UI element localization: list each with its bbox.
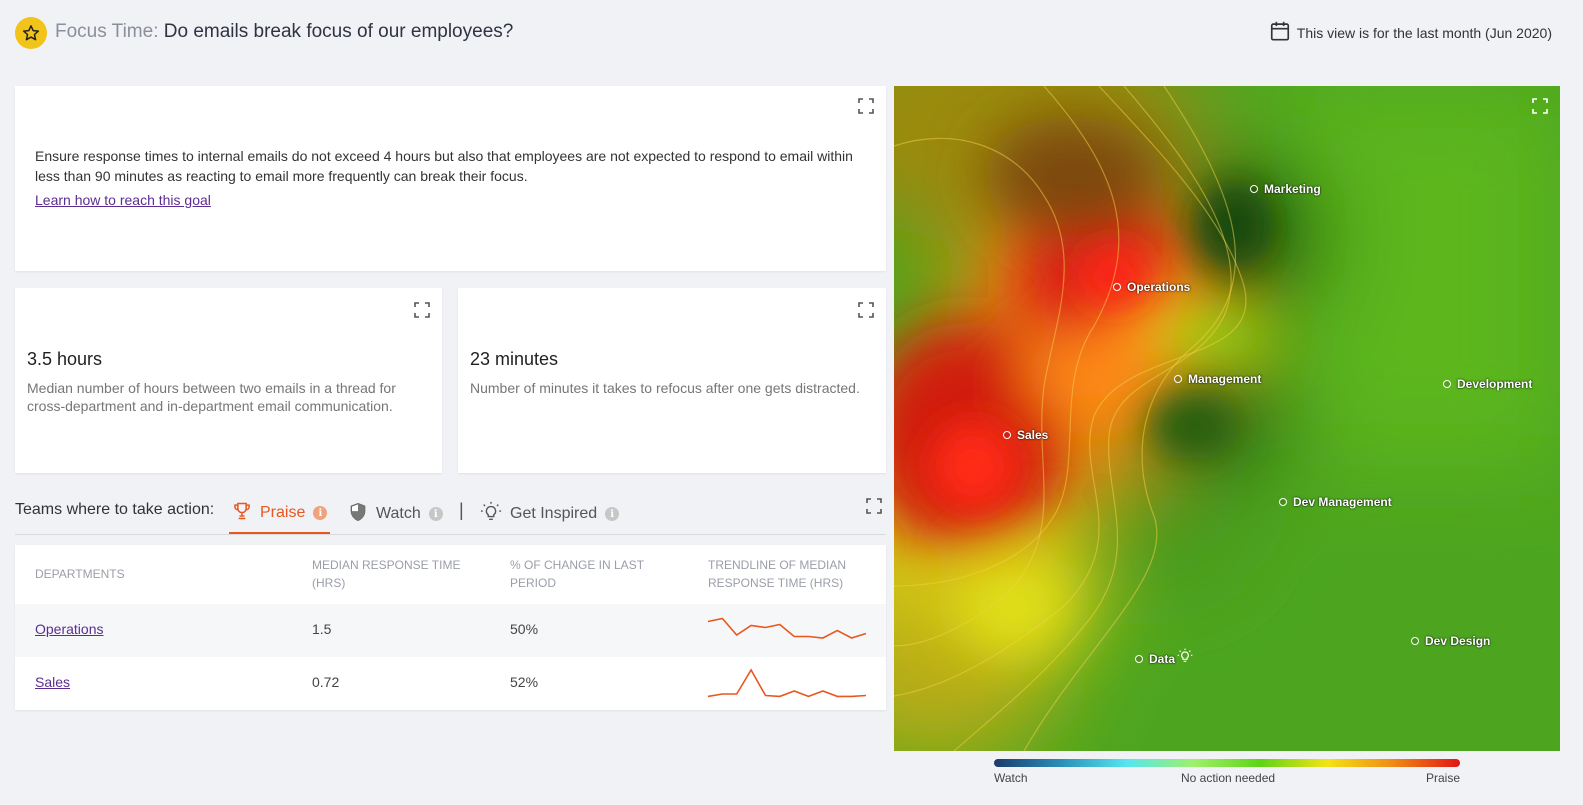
table-row: Operations 1.5 50% xyxy=(15,604,886,657)
expand-icon[interactable] xyxy=(866,498,882,514)
table-row: Sales 0.72 52% xyxy=(15,657,886,710)
calendar-icon xyxy=(1269,20,1291,45)
trendline-sparkline xyxy=(707,617,867,639)
action-tabs: Teams where to take action: Praise i Wat… xyxy=(15,494,886,535)
legend-praise-label: Praise xyxy=(1425,771,1460,785)
pin-label: Operations xyxy=(1127,280,1191,294)
legend-labels: Watch No action needed Praise xyxy=(994,771,1460,787)
map-pin-data[interactable]: Data xyxy=(1135,648,1193,669)
column-header: MEDIAN RESPONSE TIME (HRS) xyxy=(312,558,461,590)
metric-value: 3.5 hours xyxy=(27,349,103,369)
trophy-icon xyxy=(232,501,252,526)
map-pin-dev-management[interactable]: Dev Management xyxy=(1279,495,1392,509)
pin-label: Management xyxy=(1188,372,1262,386)
pin-dot xyxy=(1279,498,1287,506)
map-pin-operations[interactable]: Operations xyxy=(1113,280,1190,294)
pin-label: Dev Design xyxy=(1425,634,1491,648)
median-response-value: 0.72 xyxy=(312,674,340,690)
info-icon[interactable]: i xyxy=(605,507,620,521)
map-pin-management[interactable]: Management xyxy=(1174,372,1261,386)
shield-icon xyxy=(348,502,368,527)
legend-watch-label: Watch xyxy=(994,771,1028,785)
legend-neutral-label: No action needed xyxy=(1181,771,1276,785)
pin-dot xyxy=(1411,637,1419,645)
map-pin-sales[interactable]: Sales xyxy=(1003,428,1048,442)
pin-dot xyxy=(1174,375,1182,383)
tabs-label: Teams where to take action: xyxy=(15,501,215,518)
department-heatmap[interactable]: Marketing Operations Management Developm… xyxy=(894,86,1560,751)
tab-separator: | xyxy=(459,500,464,520)
date-range-label: This view is for the last month (Jun 202… xyxy=(1296,24,1552,41)
change-percent-value: 52% xyxy=(510,674,539,690)
tab-watch-label: Watch xyxy=(376,505,421,522)
department-link[interactable]: Operations xyxy=(35,621,104,637)
legend-gradient-bar xyxy=(994,759,1460,767)
expand-icon[interactable] xyxy=(1532,98,1548,114)
map-pin-development[interactable]: Development xyxy=(1443,377,1532,391)
lightbulb-icon xyxy=(480,501,502,528)
metric-card-refocus-time: 23 minutes Number of minutes it takes to… xyxy=(458,288,886,473)
learn-goal-link[interactable]: Learn how to reach this goal xyxy=(35,192,211,208)
title-question: Do emails break focus of our employees? xyxy=(163,21,514,42)
metric-description: Median number of hours between two email… xyxy=(27,380,396,414)
column-header: TRENDLINE OF MEDIAN RESPONSE TIME (HRS) xyxy=(708,558,847,590)
page-header: Focus Time: Do emails break focus of our… xyxy=(0,0,1583,66)
metric-value: 23 minutes xyxy=(470,349,559,369)
map-pin-dev-design[interactable]: Dev Design xyxy=(1411,634,1490,648)
title-prefix: Focus Time: xyxy=(55,21,159,42)
pin-dot xyxy=(1443,380,1451,388)
sparkline-path xyxy=(707,668,867,698)
expand-icon[interactable] xyxy=(858,98,874,114)
pin-label: Development xyxy=(1457,377,1533,391)
tab-get-inspired-label: Get Inspired xyxy=(510,505,598,522)
goal-description: Ensure response times to internal emails… xyxy=(35,148,853,184)
column-header: DEPARTMENTS xyxy=(35,567,125,581)
expand-icon[interactable] xyxy=(414,302,430,318)
table-header: DEPARTMENTS MEDIAN RESPONSE TIME (HRS) %… xyxy=(15,545,886,604)
trendline-sparkline xyxy=(707,668,867,698)
sparkline-path xyxy=(707,617,867,639)
heatmap-surface xyxy=(894,86,1560,751)
pin-dot xyxy=(1135,654,1143,663)
date-range[interactable]: This view is for the last month (Jun 202… xyxy=(1269,20,1552,45)
expand-icon[interactable] xyxy=(858,302,874,318)
tab-watch[interactable]: Watch i xyxy=(345,494,446,534)
median-response-value: 1.5 xyxy=(312,621,332,637)
star-icon[interactable] xyxy=(15,17,47,49)
heatmap-legend: Watch No action needed Praise xyxy=(994,759,1460,787)
metric-description: Number of minutes it takes to refocus af… xyxy=(470,380,860,396)
info-icon[interactable]: i xyxy=(428,507,443,521)
pin-label: Dev Management xyxy=(1293,495,1392,509)
lightbulb-icon xyxy=(1177,648,1193,669)
info-icon[interactable]: i xyxy=(313,506,328,520)
change-percent-value: 50% xyxy=(510,621,539,637)
pin-label: Sales xyxy=(1017,428,1049,442)
pin-dot xyxy=(1113,283,1121,291)
goal-card: Ensure response times to internal emails… xyxy=(15,86,886,271)
map-pin-marketing[interactable]: Marketing xyxy=(1250,182,1321,196)
departments-table: DEPARTMENTS MEDIAN RESPONSE TIME (HRS) %… xyxy=(15,545,886,710)
column-header: % OF CHANGE IN LAST PERIOD xyxy=(510,558,644,590)
tab-praise-label: Praise xyxy=(260,504,306,521)
tab-get-inspired[interactable]: Get Inspired i xyxy=(477,494,622,534)
pin-label: Marketing xyxy=(1264,182,1321,196)
pin-label: Data xyxy=(1149,651,1176,666)
pin-dot xyxy=(1250,185,1258,193)
metric-card-response-time: 3.5 hours Median number of hours between… xyxy=(15,288,442,473)
tab-praise[interactable]: Praise i xyxy=(229,494,331,534)
page-title: Focus Time: Do emails break focus of our… xyxy=(55,21,513,43)
pin-dot xyxy=(1003,431,1011,439)
department-link[interactable]: Sales xyxy=(35,674,71,690)
